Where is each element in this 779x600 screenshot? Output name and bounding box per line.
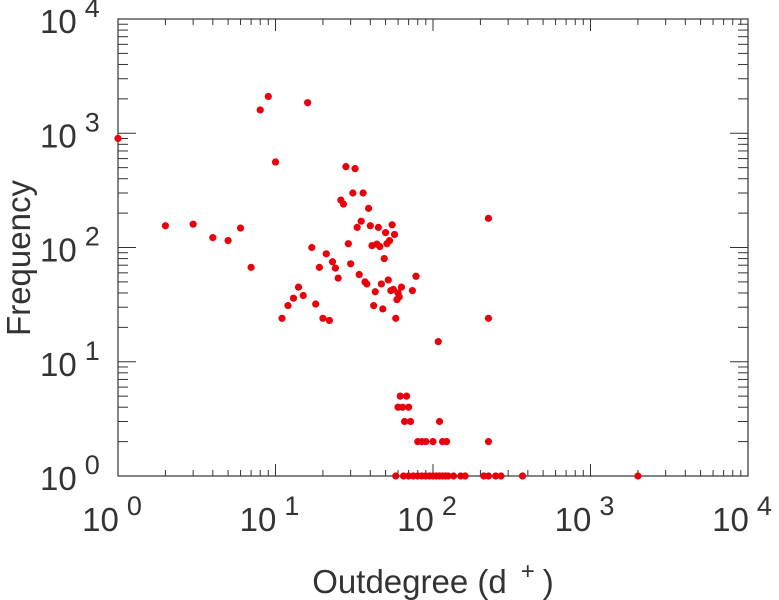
data-point [315, 263, 324, 271]
data-point [344, 240, 352, 248]
data-point [492, 472, 500, 480]
data-point [384, 276, 392, 284]
data-point [399, 472, 408, 480]
axis-ticks [117, 19, 748, 477]
data-point [308, 243, 316, 252]
y-tick-label: 10 4 [40, 0, 100, 40]
data-point [294, 283, 303, 291]
data-point [484, 214, 493, 222]
data-point [289, 294, 298, 302]
data-point [364, 204, 373, 212]
data-point [247, 263, 255, 271]
data-point [484, 472, 493, 480]
data-point [484, 314, 493, 322]
data-point [412, 272, 420, 280]
data-point [429, 438, 437, 446]
x-tick-label: 10 2 [397, 491, 457, 538]
data-point [114, 134, 122, 143]
data-point [371, 288, 379, 296]
x-tick-label: 10 0 [82, 491, 142, 538]
x-axis-title: Outdegree (d +) [312, 558, 553, 600]
data-point [377, 280, 385, 288]
y-tick-label: 10 1 [40, 336, 100, 383]
data-point [355, 270, 363, 279]
y-axis-title: Frequency [0, 180, 37, 336]
data-point [264, 92, 272, 101]
data-point [397, 283, 405, 291]
y-tick-label: 10 0 [40, 450, 100, 497]
data-point [392, 472, 400, 480]
data-point [395, 293, 403, 301]
data-point [328, 258, 337, 266]
data-point [497, 472, 505, 480]
y-tick-label: 10 3 [40, 107, 100, 154]
data-point [312, 300, 320, 308]
data-point [224, 236, 232, 245]
data-point [271, 158, 280, 166]
x-tick-label: 10 1 [240, 491, 300, 538]
data-point [331, 264, 339, 272]
data-point [366, 222, 374, 230]
data-point [443, 438, 451, 446]
data-point [334, 274, 342, 282]
data-point [435, 417, 444, 426]
data-points [114, 92, 642, 480]
data-point [370, 302, 378, 310]
data-point [422, 438, 430, 446]
data-point [357, 217, 365, 225]
data-point [396, 392, 404, 400]
data-point [380, 254, 388, 263]
data-point [339, 200, 348, 208]
data-point [403, 392, 411, 400]
data-point [381, 229, 390, 237]
data-point [319, 314, 327, 322]
data-point [236, 224, 245, 232]
data-point [325, 316, 334, 325]
data-point [392, 314, 400, 322]
data-point [400, 417, 409, 426]
data-point [390, 230, 399, 239]
data-point [405, 403, 413, 411]
data-point [322, 250, 330, 258]
data-point [376, 242, 384, 251]
data-point [278, 314, 286, 322]
data-point [353, 223, 361, 231]
data-point [444, 472, 452, 480]
data-point [518, 472, 527, 480]
data-point [449, 472, 458, 480]
data-point [374, 223, 382, 231]
data-point [284, 302, 292, 310]
data-point [634, 472, 642, 480]
data-point [461, 472, 469, 480]
data-point [379, 305, 387, 313]
data-point [385, 236, 394, 245]
data-point [349, 189, 357, 197]
data-point [484, 438, 493, 446]
data-point [398, 403, 407, 411]
data-point [342, 163, 350, 171]
x-tick-label: 10 3 [555, 491, 615, 538]
data-point [351, 165, 359, 173]
data-point [299, 291, 307, 300]
x-tick-labels: 10 0 10 1 10 2 10 3 10 4 [82, 491, 772, 538]
data-point [189, 220, 197, 228]
data-point [363, 280, 371, 288]
data-point [347, 260, 355, 268]
data-point [256, 106, 264, 114]
data-point [359, 189, 367, 197]
y-tick-label: 10 2 [40, 222, 100, 269]
x-tick-label: 10 4 [712, 491, 772, 538]
data-point [209, 234, 217, 242]
data-point [408, 286, 417, 295]
data-point [434, 338, 442, 346]
data-point [388, 221, 396, 229]
data-point [161, 222, 170, 230]
data-point [304, 99, 312, 107]
plot-frame [117, 18, 749, 477]
data-point [406, 417, 415, 426]
